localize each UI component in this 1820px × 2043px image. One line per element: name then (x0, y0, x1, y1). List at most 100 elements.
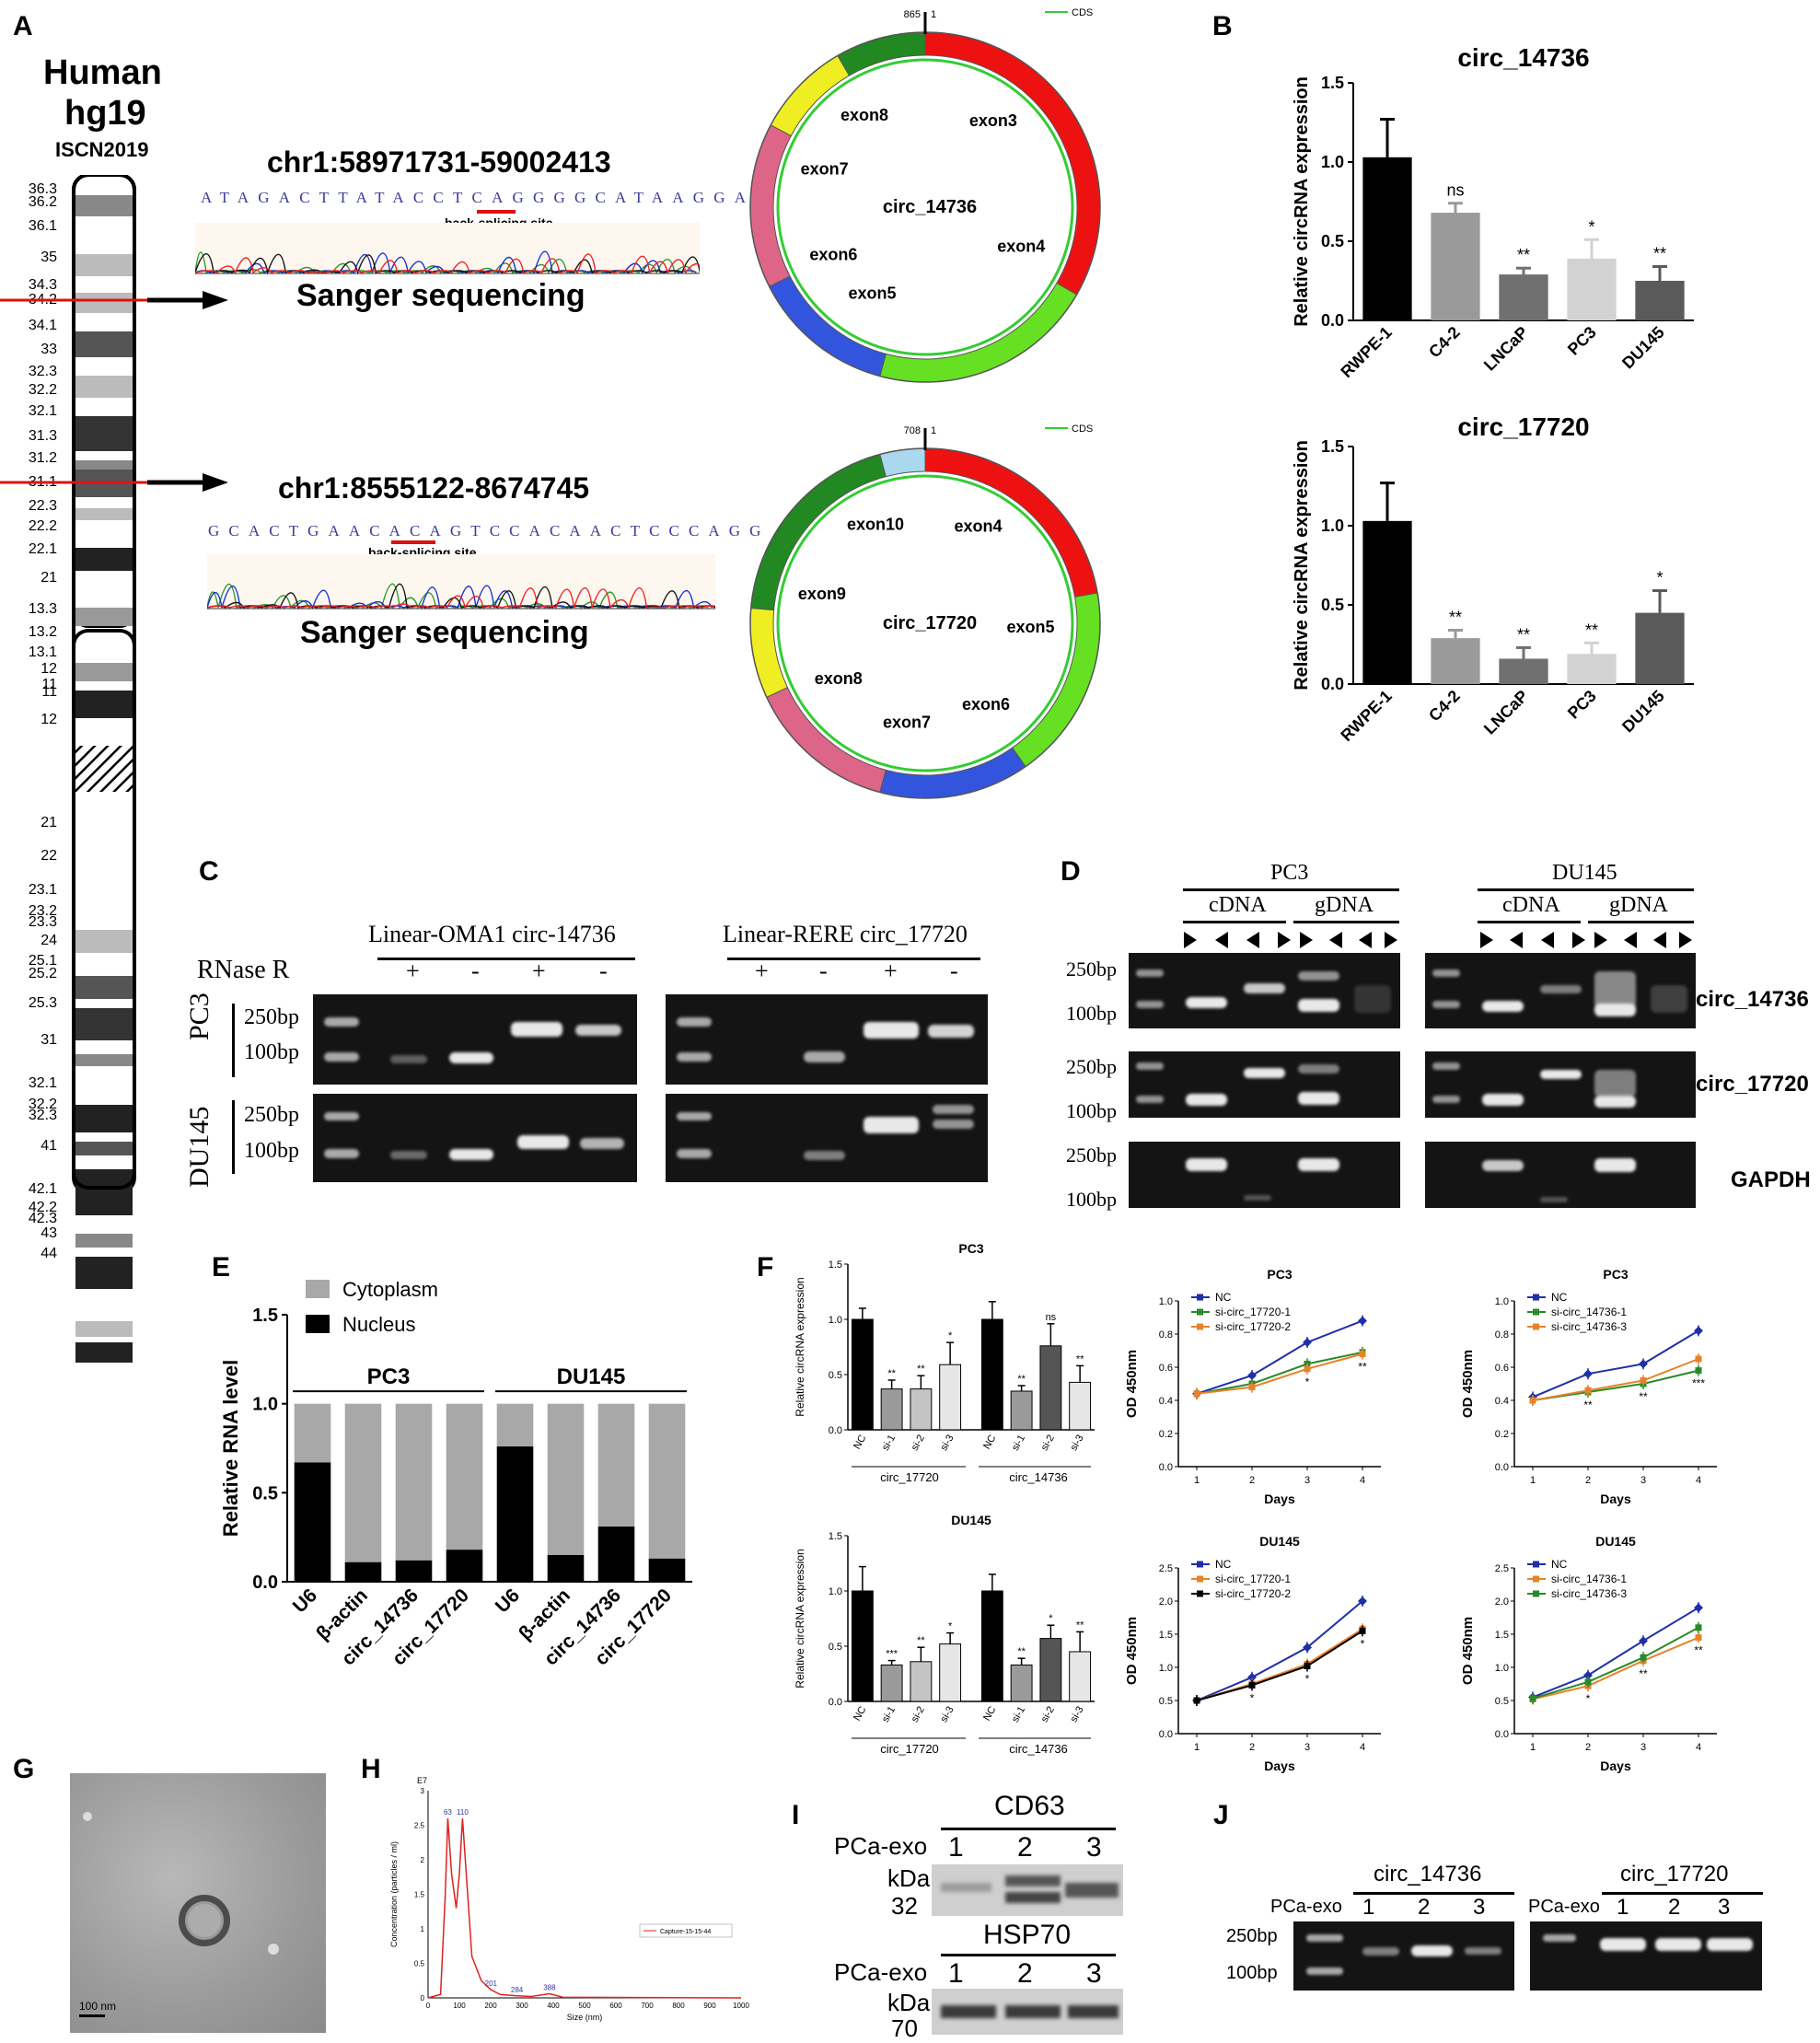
x-tick-label: 750 (663, 2007, 664, 2008)
series-line (1196, 1600, 1363, 1701)
y-tick-label: 0.2 (1159, 1429, 1173, 1440)
trace-line (207, 583, 715, 609)
x-tick-label: si-2 (1039, 1434, 1057, 1453)
y-axis-label: Relative RNA level (219, 1360, 242, 1537)
bar (1499, 658, 1548, 684)
significance-label: *** (1692, 1377, 1705, 1390)
y-tick-label: 1.5 (252, 1306, 278, 1326)
bar-nucleus (547, 1555, 585, 1582)
bar (1431, 213, 1480, 320)
legend-marker (1533, 1323, 1539, 1330)
circ-14736-diagram: exon3 exon4 exon5 exon6 exon7 exon8 865 1 CDS cir… (749, 7, 1101, 383)
ideogram-band-label: 12 (41, 712, 57, 727)
x-tick-label: si-1 (880, 1705, 898, 1724)
trace-line (207, 587, 715, 609)
gel-c-sign: - (599, 958, 608, 984)
data-point (1359, 1351, 1366, 1358)
legend-label: si-circ_17720-2 (1215, 1320, 1291, 1333)
gel-d-cell-du145: DU145 (1552, 861, 1617, 885)
particle (83, 1812, 92, 1821)
ideogram-band-label: 36.3 (29, 181, 57, 197)
bar (939, 1643, 962, 1702)
data-point (1247, 1371, 1257, 1380)
x-tick-label: C4-2 (1425, 687, 1464, 725)
significance-label: ** (1653, 245, 1666, 263)
gel-c-marker: 250bp (244, 1103, 299, 1127)
y-tick-label: 0.8 (1495, 1329, 1509, 1341)
seq-start: 1 (931, 9, 936, 20)
ideogram-band-label: 34.1 (29, 318, 57, 333)
x-tick-label: si-3 (938, 1705, 956, 1724)
significance-label: ** (887, 1368, 896, 1379)
gel-c-rnase-label: RNase R (197, 956, 290, 984)
ideogram-band (75, 416, 133, 451)
bar-cytoplasm (395, 1403, 433, 1561)
bar (1362, 157, 1412, 320)
data-point (1695, 1624, 1702, 1631)
seq-length: 708 (904, 425, 921, 436)
data-point (1639, 1636, 1648, 1646)
y-tick-label: 1.0 (1321, 517, 1344, 535)
ideogram-band-label: 25.2 (29, 966, 57, 981)
exon-label: exon4 (997, 238, 1045, 256)
exon-segment (770, 54, 851, 137)
bar-nucleus (344, 1561, 382, 1582)
gel-d-bracket (1293, 921, 1399, 923)
ideogram-band (75, 254, 133, 276)
y-tick-label: 0.6 (1495, 1363, 1509, 1374)
y-axis-label: Concentration (particles / ml) (389, 1841, 399, 1947)
primer-direction-icons (1184, 932, 1692, 948)
legend-marker (1197, 1294, 1203, 1301)
chart-f-du145-growth-17720: DU145 0.0 0.5 1.0 1.5 2.0 2.5 1 2 3 4 NC si-circ_177… (1124, 1534, 1381, 1773)
bar-nucleus (395, 1560, 433, 1582)
y-tick-label: 1.0 (1495, 1663, 1509, 1674)
exon-label: exon6 (809, 246, 857, 264)
gel-c-row-bar (232, 1004, 235, 1077)
gel-c-row-du145: DU145 (184, 1106, 214, 1188)
significance-label: * (1305, 1376, 1310, 1388)
y-tick-label: 1.0 (829, 1315, 842, 1326)
significance-label: ** (917, 1364, 925, 1375)
y-tick-label: 3 (421, 1787, 425, 1795)
ideogram-band-label: 33 (41, 342, 57, 357)
legend-label: Nucleus (342, 1313, 415, 1336)
bar (880, 1664, 903, 1702)
ideogram-band-label: 25.3 (29, 995, 57, 1011)
y-tick-label: 1.5 (829, 1259, 842, 1271)
cds-ring (776, 58, 1074, 356)
peak-label: 201 (485, 1979, 498, 1988)
bar (880, 1388, 903, 1431)
ideogram-band-label: 32.1 (29, 1075, 57, 1091)
ideogram-band (75, 976, 133, 999)
x-tick-label: 300 (516, 2002, 528, 2010)
gel-i-blot-cd63 (932, 1864, 1123, 1916)
y-axis-label: Relative circRNA expression (1292, 76, 1312, 327)
gel-c-pc3-right (666, 994, 988, 1085)
gel-j-bracket (1353, 1892, 1514, 1895)
bar-nucleus (597, 1526, 635, 1582)
y-tick-label: 0.5 (829, 1370, 842, 1381)
panel-label-b: B (1212, 11, 1233, 41)
bar (980, 1590, 1003, 1702)
ideogram-band (75, 608, 133, 626)
chart-title: PC3 (1267, 1267, 1292, 1282)
bar (851, 1590, 874, 1702)
gel-j-circ17720 (1530, 1921, 1762, 1991)
exon-segment (879, 747, 1026, 799)
significance-label: ** (1639, 1667, 1648, 1680)
y-tick-label: 0.0 (252, 1573, 278, 1593)
y-tick-label: 2 (421, 1856, 425, 1864)
x-tick-label: 4 (1696, 1475, 1701, 1486)
chart-title: DU145 (951, 1513, 991, 1527)
y-tick-label: 1.0 (1159, 1663, 1173, 1674)
series-line (1196, 1319, 1363, 1395)
chart-f-pc3-knockdown: PC3 0.0 0.5 1.0 1.5 NC ** si-1 ** si-2 * si-3 NC ** si… (794, 1241, 1095, 1484)
data-point (1303, 1643, 1312, 1653)
x-tick-label: NC (981, 1433, 998, 1451)
exon-label: exon6 (962, 695, 1010, 714)
ideogram-band (75, 1342, 133, 1363)
legend-label: si-circ_14736-3 (1551, 1320, 1627, 1333)
y-axis-label: OD 450nm (1460, 1617, 1476, 1685)
gel-d-marker: 250bp (1066, 958, 1117, 981)
ideogram-band (75, 1257, 133, 1289)
